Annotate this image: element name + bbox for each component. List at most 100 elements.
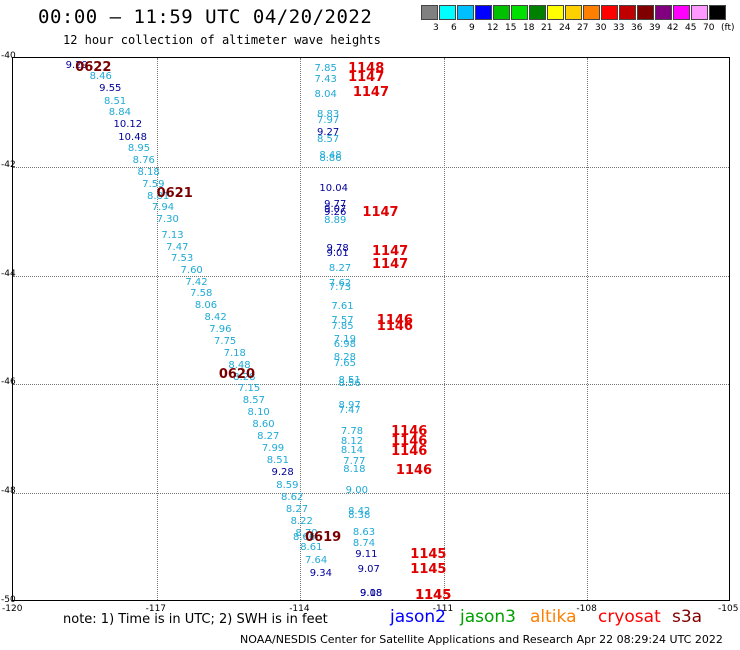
wave-height-label: 7.18 [223, 347, 246, 359]
wave-height-label: 9.55 [99, 83, 122, 94]
legend-swatch [565, 5, 582, 20]
grid-line-horizontal [13, 384, 729, 386]
wave-height-label: 8.51 [266, 454, 289, 466]
wave-height-label: 8.83 [316, 108, 340, 120]
legend-tick-label: 6 [451, 23, 457, 33]
legend-swatch [691, 5, 708, 20]
wave-height-label: 8.56 [338, 377, 361, 389]
grid-line-vertical [156, 58, 158, 600]
grid-line-horizontal [13, 166, 729, 168]
time-label: 1146 [391, 423, 428, 439]
legend-swatch [673, 5, 690, 20]
legend-swatch [637, 5, 654, 20]
y-tick-label: -44 [1, 268, 16, 279]
time-label: 0619 [304, 530, 342, 546]
legend-swatch [655, 5, 672, 20]
time-label: 1146 [376, 319, 413, 335]
wave-height-label: 8.86 [319, 153, 342, 165]
satellite-name: jason2 [390, 607, 446, 627]
legend-swatch [439, 5, 456, 20]
wave-height-label: 8.27 [285, 503, 309, 515]
wave-height-label: 8.76 [132, 154, 155, 166]
wave-height-label: 8.48 [228, 359, 251, 371]
time-label: 1147 [362, 205, 399, 221]
legend-tick-label: 36 [631, 23, 643, 33]
wave-height-label: 7.53 [170, 253, 194, 265]
wave-height-label: 8.89 [324, 215, 347, 227]
wave-height-label: 9.11 [355, 548, 378, 560]
wave-height-label: 8.95 [127, 143, 151, 155]
wave-height-label: 7.97 [316, 114, 340, 126]
wave-height-label: 9.07 [357, 564, 380, 576]
wave-height-label: 8.51 [103, 95, 127, 107]
legend-swatch [493, 5, 510, 20]
wave-height-label: 8.81 [147, 190, 170, 202]
wave-height-label: 7.58 [190, 288, 213, 300]
wave-height-label: 8.57 [316, 133, 340, 145]
legend-swatch [601, 5, 618, 20]
time-label: 1146 [395, 463, 433, 479]
x-tick-label: -105 [718, 604, 739, 614]
wave-height-label: 6.98 [333, 339, 356, 351]
wave-height-label: 8.74 [352, 537, 376, 549]
x-tick-label: -114 [289, 604, 310, 614]
wave-height-label: 7.13 [161, 230, 184, 242]
legend-swatch [421, 5, 438, 20]
wave-height-label: 8.57 [242, 395, 266, 407]
wave-height-label: 7.60 [180, 264, 203, 276]
wave-height-label: 8.51 [338, 374, 361, 386]
time-label: 0622 [75, 59, 112, 75]
wave-height-label: 8.38 [348, 510, 371, 522]
wave-height-label: 7.57 [331, 314, 354, 326]
wave-height-label: 8.97 [338, 400, 361, 412]
map-plot-area[interactable]: 9.29 8.46 9.55 8.51 8.84 10.12 10.48 8.95 8.76 8.… [12, 57, 730, 603]
wave-height-label: 9.08 [360, 588, 383, 599]
wave-height-label: 8.27 [257, 430, 280, 442]
grid-line-vertical [587, 58, 589, 600]
wave-height-label: 7.94 [151, 202, 175, 214]
grid-line-horizontal [13, 275, 729, 277]
wave-height-label: 8.61 [300, 541, 323, 553]
wave-height-label: 7.47 [166, 241, 189, 253]
wave-height-label: 8.60 [252, 418, 275, 430]
wave-height-label: 7.47 [338, 404, 361, 416]
time-label: 1146 [376, 313, 413, 329]
y-tick-label: -46 [1, 377, 16, 388]
wave-height-label: 9.26 [324, 207, 347, 219]
time-label: 1145 [415, 588, 452, 603]
y-tick-label: -42 [1, 159, 16, 170]
wave-height-label: 9.18 [360, 588, 383, 599]
wave-height-label: 7.15 [237, 383, 261, 395]
legend-tick-label: 21 [541, 23, 553, 33]
x-tick-label: -117 [145, 604, 167, 614]
legend-tick-label: 27 [577, 23, 589, 33]
page-title: 00:00 – 11:59 UTC 04/20/2022 [38, 6, 373, 28]
units-note: note: 1) Time is in UTC; 2) SWH is in fe… [63, 612, 328, 627]
time-label: 0620 [218, 366, 255, 382]
wave-height-label: 7.30 [156, 213, 179, 225]
legend-swatch [511, 5, 528, 20]
wave-height-label: 8.84 [108, 107, 131, 119]
wave-height-label: 9.01 [326, 247, 349, 259]
wave-height-label: 9.77 [324, 198, 347, 210]
legend-tick-label: 33 [613, 23, 625, 33]
wave-height-label: 9.27 [316, 127, 340, 139]
wave-height-label: 8.27 [328, 262, 352, 274]
y-tick-label: -48 [1, 486, 16, 497]
legend-tick-label: 24 [559, 23, 571, 33]
time-label: 1145 [410, 562, 447, 578]
grid-line-horizontal [13, 493, 729, 495]
grid-line-vertical [300, 58, 302, 600]
time-label: 1145 [410, 546, 447, 562]
legend-swatch [583, 5, 600, 20]
time-label: 1146 [391, 434, 428, 450]
wave-height-label: 8.70 [295, 528, 318, 539]
legend-tick-label: 18 [523, 23, 535, 33]
legend-swatch [475, 5, 492, 20]
legend-tick-label: 45 [685, 23, 697, 33]
wave-height-label: 7.78 [340, 426, 364, 438]
wave-height-label: 9.07 [324, 204, 347, 216]
wave-height-label: 8.22 [290, 516, 313, 528]
legend-tick-label: 30 [595, 23, 607, 33]
wave-height-label: 8.63 [352, 527, 376, 539]
